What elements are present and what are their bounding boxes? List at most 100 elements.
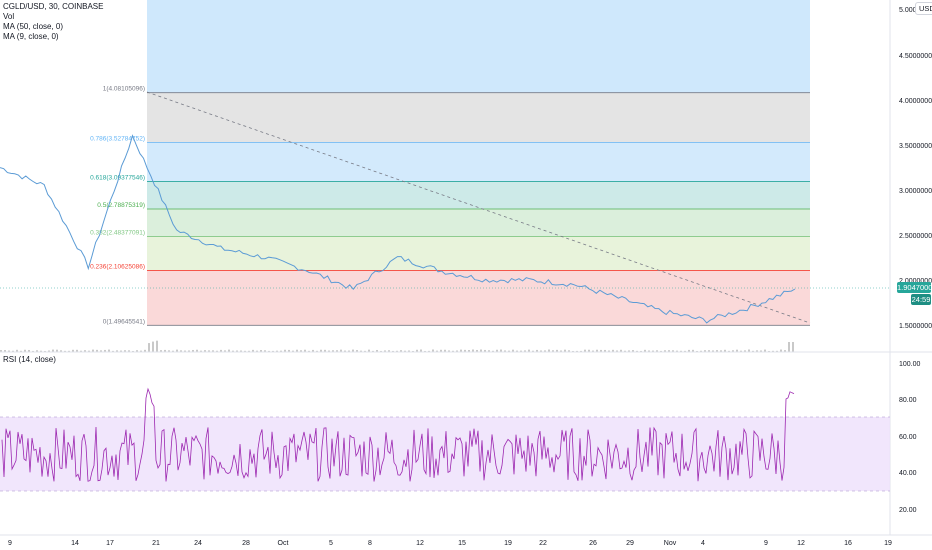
volume-bar (564, 349, 566, 352)
indicator-volume[interactable]: Vol (3, 12, 15, 21)
volume-bar (324, 349, 326, 352)
volume-bar (688, 349, 690, 352)
volume-bar (604, 349, 606, 352)
volume-bar (648, 350, 650, 352)
volume-bar (412, 350, 414, 352)
volume-bar (728, 350, 730, 352)
volume-bar (712, 350, 714, 352)
volume-bar (184, 350, 186, 352)
volume-bar (132, 350, 134, 352)
volume-bar (492, 350, 494, 352)
volume-bar (524, 350, 526, 352)
volume-bar (192, 349, 194, 352)
volume-bar (8, 350, 10, 352)
volume-bar (72, 349, 74, 352)
volume-bar (408, 350, 410, 352)
volume-bar (608, 350, 610, 352)
volume-bar (208, 350, 210, 352)
volume-bar (560, 350, 562, 352)
volume-bar (196, 349, 198, 352)
volume-bar (584, 349, 586, 352)
time-tick-label: 24 (194, 540, 202, 547)
volume-bar (436, 350, 438, 352)
rsi-line (1, 387, 795, 482)
volume-bar (4, 350, 6, 352)
volume-bar (764, 349, 766, 352)
volume-bar (680, 350, 682, 352)
time-tick-label: Nov (664, 540, 677, 547)
volume-bar (708, 350, 710, 352)
volume-bar (252, 349, 254, 352)
indicator-ma-9[interactable]: MA (9, close, 0) (3, 32, 59, 41)
volume-bar (292, 350, 294, 352)
volume-bar (188, 350, 190, 352)
volume-bar (12, 350, 14, 352)
volume-bar (552, 350, 554, 352)
volume-bar (668, 350, 670, 352)
volume-bar (744, 350, 746, 352)
volume-bar (392, 350, 394, 352)
fib-level-label: 0.786(3.52784752) (90, 135, 145, 142)
rsi-tick-label: 60.00 (899, 434, 917, 441)
volume-bar (576, 350, 578, 352)
volume-bar (544, 350, 546, 352)
volume-bar (496, 349, 498, 352)
volume-bar (100, 350, 102, 352)
fib-level-label: 0(1.49645541) (103, 318, 145, 325)
volume-bar (368, 349, 370, 352)
volume-bar (236, 350, 238, 352)
volume-bar (508, 350, 510, 352)
time-tick-label: 17 (106, 540, 114, 547)
volume-bar (444, 349, 446, 352)
fib-level-lines (147, 92, 810, 326)
indicator-ma-50[interactable]: MA (50, close, 0) (3, 22, 64, 31)
volume-bar (536, 349, 538, 352)
volume-bar (520, 350, 522, 352)
volume-bar (352, 349, 354, 352)
price-line (0, 134, 796, 324)
fib-zone (147, 209, 810, 237)
last-price-label: 1.90470000 (897, 282, 932, 293)
volume-bar (232, 350, 234, 352)
volume-bar (160, 350, 162, 352)
volume-bar (616, 350, 618, 352)
volume-bar (760, 350, 762, 352)
volume-bar (420, 349, 422, 352)
indicator-rsi[interactable]: RSI (14, close) (3, 355, 56, 364)
volume-bar (660, 350, 662, 352)
volume-bar (460, 349, 462, 352)
fib-zone (147, 270, 810, 326)
time-axis-ticks: 9 14 17 21 24 28 Oct 5 8 12 15 19 22 26 29 Nov 4 9 12 16 19 (8, 540, 892, 547)
time-tick-label: 19 (504, 540, 512, 547)
volume-bar (168, 350, 170, 352)
volume-bar (156, 340, 158, 352)
volume-bar (380, 350, 382, 352)
volume-bar (620, 349, 622, 352)
volume-bar (512, 349, 514, 352)
volume-bar (484, 349, 486, 352)
volume-bar (364, 350, 366, 352)
volume-bar (664, 350, 666, 352)
volume-bar (640, 350, 642, 352)
volume-bar (328, 350, 330, 352)
volume-bar (32, 350, 34, 352)
volume-bar (716, 350, 718, 352)
volume-bar (76, 349, 78, 352)
price-tick-label: 3.50000000 (899, 143, 932, 150)
rsi-tick-label: 100.00 (899, 361, 921, 368)
currency-button[interactable]: USD (915, 2, 932, 15)
volume-bar (768, 350, 770, 352)
volume-bar (44, 350, 46, 352)
volume-bar (396, 350, 398, 352)
symbol-title[interactable]: CGLD/USD, 30, COINBASE (3, 2, 104, 11)
volume-bar (724, 349, 726, 352)
volume-bar (308, 350, 310, 352)
volume-bar (108, 349, 110, 352)
volume-bar (528, 349, 530, 352)
fib-level-labels: 1(4.08105096) 0.786(3.52784752) 0.618(3.09… (90, 86, 145, 326)
volume-bar (732, 350, 734, 352)
volume-bar (40, 350, 42, 352)
volume-bar (220, 349, 222, 352)
volume-bar (64, 350, 66, 352)
volume-bar (752, 350, 754, 352)
